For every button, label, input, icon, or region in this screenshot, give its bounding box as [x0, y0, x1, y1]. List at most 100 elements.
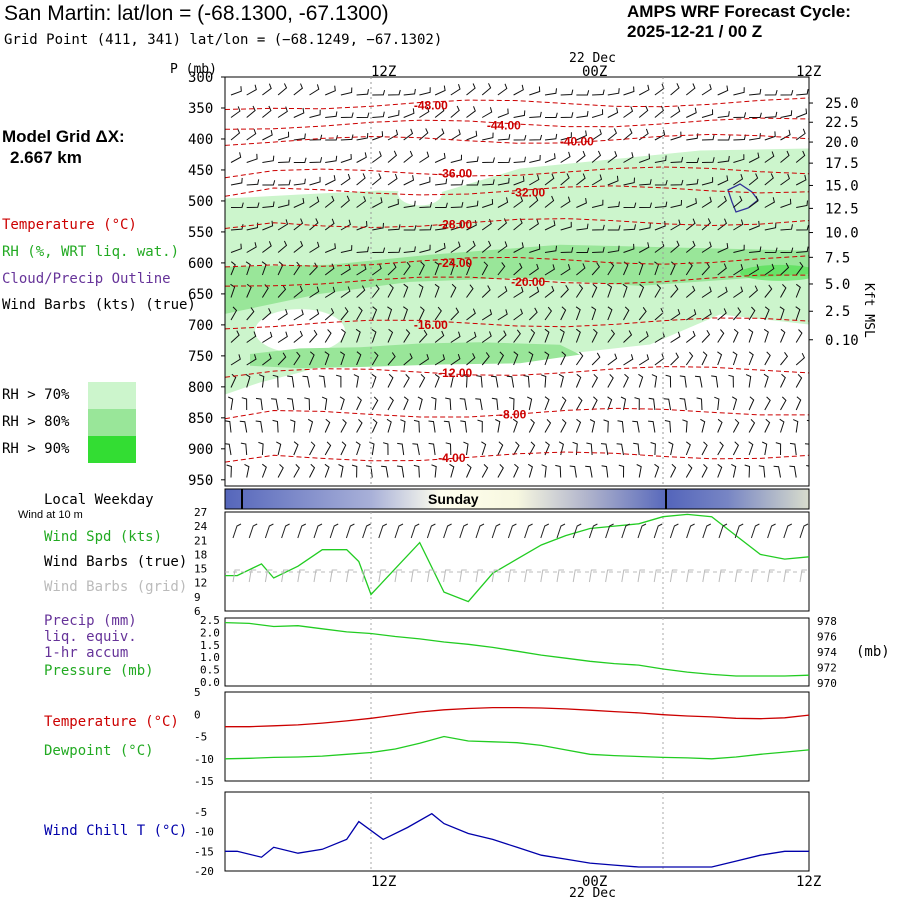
wind-barb [277, 106, 288, 118]
wind-barb [795, 374, 803, 388]
legend-cloud: Cloud/Precip Outline [2, 271, 171, 287]
wind-barb [701, 351, 708, 366]
wind-barb [589, 419, 596, 433]
wind-barb [246, 242, 257, 253]
wind-barb [623, 354, 634, 366]
wind-barb [418, 306, 425, 321]
wind-barb [262, 241, 272, 253]
wind-barb [419, 87, 431, 96]
wind-barb [241, 397, 248, 411]
model-grid-value: 2.667 km [10, 148, 82, 167]
wind-barb [733, 87, 745, 96]
wind-barb [226, 464, 232, 478]
wind-barb [622, 283, 628, 298]
wind-barb [513, 110, 526, 118]
wind-barb [789, 442, 797, 456]
wind-barb [309, 157, 323, 163]
wind-barb [529, 286, 540, 298]
wind-barb [450, 129, 461, 141]
isotherm-label: -16.00 [414, 318, 448, 332]
station-title: San Martin: lat/lon = (-68.1300, -67.130… [4, 2, 389, 25]
wind-barb [400, 419, 406, 433]
wind-barb [773, 465, 781, 478]
wind-barb [529, 86, 541, 96]
wind-barb [527, 463, 533, 478]
wind-speed-tick-label: 21 [194, 534, 207, 547]
wind-barb [434, 152, 446, 163]
height-tick-label: 10.0 [825, 226, 859, 242]
cross-section-content: -48.00 -44.00 -40.00 -36.00 -32.00 -28.00 -24.… [225, 83, 823, 478]
wind-barb [607, 225, 621, 231]
wind-barb [780, 110, 793, 118]
wind-barb [340, 219, 351, 231]
wind-barb [796, 200, 808, 208]
wind-barb [607, 245, 620, 253]
wind-barb [670, 156, 684, 163]
wind-barb [246, 105, 256, 118]
wind-barb [497, 330, 507, 343]
wind-barb [466, 463, 472, 478]
wind-barb [246, 84, 257, 96]
wind-barb [245, 373, 251, 388]
surface-wind-barb [362, 523, 371, 539]
wind-barb [340, 153, 352, 163]
wind-barb [372, 263, 382, 276]
pressure-tick-label: 974 [817, 646, 837, 659]
wind-barb [812, 245, 823, 253]
wind-10m-label: Wind at 10 m [18, 509, 83, 521]
wind-barb [418, 261, 425, 276]
wind-barb [544, 88, 557, 96]
pressure-tick-label: 800 [188, 380, 213, 396]
wind-barb [811, 284, 815, 297]
wind-barb [371, 173, 382, 186]
surface-grid-barb [248, 569, 257, 583]
temperature-label: Temperature (°C) [44, 714, 179, 730]
wind-barb [639, 202, 652, 208]
wind-barb [466, 180, 480, 186]
wind-barb [309, 308, 320, 321]
wind-barb [575, 306, 581, 321]
wind-barb [482, 179, 495, 186]
surface-grid-barb [767, 569, 775, 583]
wind-barb [812, 262, 817, 275]
wind-barb [795, 283, 801, 298]
surface-grid-barb [264, 569, 273, 583]
surface-grid-barb [281, 569, 289, 583]
wind-barb [309, 241, 320, 253]
wind-barb [387, 306, 393, 321]
wind-barb [445, 397, 452, 411]
wind-barb [403, 374, 410, 388]
wind-barb [560, 396, 567, 411]
wind-barb [575, 396, 583, 411]
wind-barb [278, 179, 291, 186]
isotherm-line [225, 185, 809, 197]
pressure-tick-label: 450 [188, 163, 213, 179]
wind-barb [544, 419, 552, 433]
surface-grid-barb [556, 569, 564, 583]
wind-barb [620, 396, 627, 411]
wind-barb [701, 464, 708, 478]
wind-barb [325, 85, 336, 96]
wind-barb [544, 245, 557, 253]
wind-barb [324, 195, 335, 208]
wind-barb [309, 351, 315, 366]
wind-barb [591, 109, 604, 118]
surface-wind-barb [799, 523, 809, 539]
wind-barb [309, 286, 320, 298]
surface-wind-barb [556, 523, 566, 539]
wind-barb [526, 396, 533, 411]
height-tick-label: 7.5 [825, 250, 850, 266]
wind-barb [449, 463, 455, 478]
top-date-label: 22 Dec [569, 51, 616, 66]
wind-barb [618, 464, 625, 478]
wind-barb [309, 463, 316, 478]
rh-region-80-low [250, 342, 580, 369]
wind-barb [356, 221, 368, 231]
wind-barb [748, 152, 760, 163]
wind-barb [764, 222, 777, 231]
wind-barb [340, 286, 351, 298]
precip-label: Precip (mm) [44, 613, 137, 629]
wind-barbs-true-label: Wind Barbs (true) [44, 554, 188, 570]
wind-barb [701, 441, 708, 456]
isotherm-label: -8.00 [499, 408, 527, 422]
